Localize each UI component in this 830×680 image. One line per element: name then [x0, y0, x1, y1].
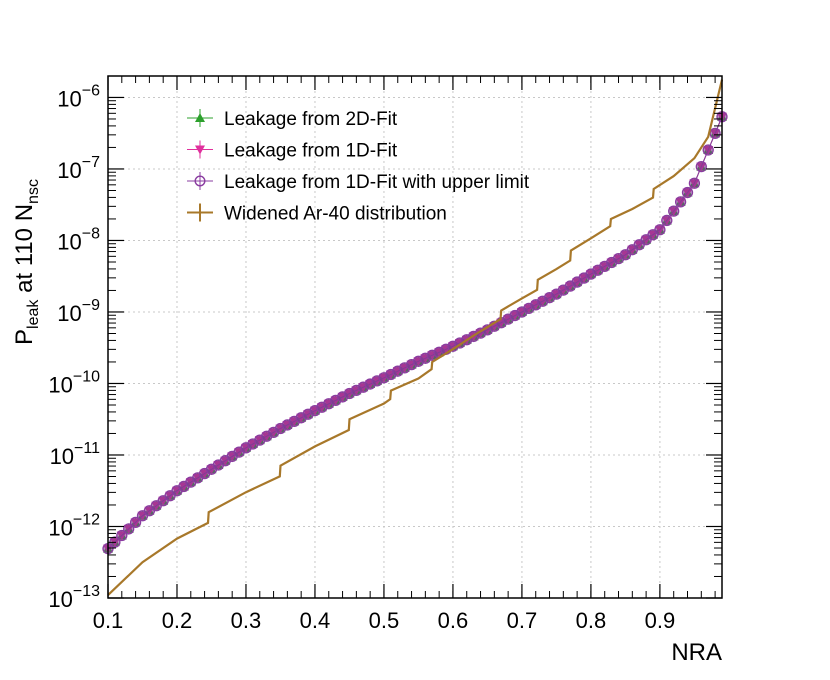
y-tick-label-exponent: −6	[82, 82, 100, 99]
y-tick-label: 10−11	[50, 440, 101, 469]
x-tick-label: 0.9	[645, 608, 676, 633]
y-tick-label: 10−10	[48, 368, 100, 397]
y-tick-label: 10−8	[57, 225, 100, 254]
legend-label: Leakage from 1D-Fit	[224, 141, 398, 162]
x-tick-label: 0.1	[93, 608, 124, 633]
y-tick-label-base: 10	[57, 86, 81, 111]
data-point	[674, 196, 687, 208]
x-tick-label: 0.3	[231, 608, 262, 633]
x-tick-label: 0.4	[300, 608, 331, 633]
data-point	[695, 160, 707, 173]
data-point	[668, 205, 680, 217]
y-tick-label: 10−12	[48, 511, 100, 540]
x-tick-label: 0.6	[438, 608, 469, 633]
y-axis-title: Pleak at 110 Nnsc	[11, 179, 42, 345]
y-tick-label-exponent: −11	[74, 440, 100, 457]
y-tick-label-base: 10	[48, 372, 72, 397]
y-tick-label-exponent: −10	[73, 368, 100, 385]
ticks: 0.1 0.2 0.3 0.4 0.5 0.6 0.7 0.8 0.910−1310−1210−…	[48, 76, 722, 633]
series-line	[107, 79, 724, 596]
y-tick-label-base: 10	[48, 587, 72, 612]
series-2	[102, 111, 728, 555]
data-point	[123, 523, 135, 535]
legend-marker	[194, 175, 206, 187]
y-tick-label-base: 10	[57, 158, 81, 183]
y-axis-title-sub1: leak	[25, 299, 42, 329]
y-tick-label-exponent: −7	[82, 154, 100, 171]
data-point	[654, 224, 666, 236]
y-axis-title-sub2: nsc	[25, 179, 42, 204]
data-point	[709, 127, 721, 140]
y-tick-label: 10−6	[57, 82, 100, 111]
data-point	[116, 529, 128, 542]
y-tick-label-base: 10	[50, 444, 74, 469]
legend: Leakage from 2D-Fit Leakage from 1D-Fit Le…	[187, 109, 530, 225]
y-tick-label-exponent: −8	[82, 225, 100, 242]
legend-label: Widened Ar-40 distribution	[224, 204, 447, 225]
y-tick-label-base: 10	[57, 229, 81, 254]
plot-frame	[107, 75, 723, 599]
y-tick-label-exponent: −12	[73, 511, 100, 528]
legend-marker	[195, 145, 205, 155]
data-point	[661, 214, 673, 227]
y-tick-label: 10−9	[57, 297, 100, 326]
x-tick-label: 0.7	[507, 608, 538, 633]
x-tick-label: 0.5	[369, 608, 400, 633]
data-point	[688, 177, 701, 189]
x-tick-label: 0.8	[576, 608, 607, 633]
data-point	[702, 144, 714, 156]
x-tick-label: 0.2	[162, 608, 193, 633]
y-tick-label-base: 10	[48, 515, 72, 540]
legend-entry: Leakage from 1D-Fit	[187, 140, 398, 162]
legend-label: Leakage from 1D-Fit with upper limit	[224, 172, 530, 193]
y-axis-title-base: P	[11, 329, 38, 345]
y-axis-title-mid: at 110 N	[11, 204, 38, 300]
legend-entry: Leakage from 2D-Fit	[187, 109, 398, 130]
data-point	[129, 516, 142, 528]
data-point	[681, 186, 694, 199]
series-layer	[102, 79, 728, 596]
y-tick-label-exponent: −9	[82, 297, 100, 314]
grid	[108, 76, 722, 598]
legend-marker	[195, 113, 205, 122]
legend-marker	[191, 203, 209, 222]
legend-entry: Widened Ar-40 distribution	[187, 203, 447, 225]
series-3	[107, 79, 724, 596]
y-tick-label-base: 10	[57, 301, 81, 326]
y-tick-label: 10−13	[48, 583, 100, 612]
legend-entry: Leakage from 1D-Fit with upper limit	[187, 172, 530, 193]
legend-label: Leakage from 2D-Fit	[224, 109, 398, 130]
y-tick-label-exponent: −13	[73, 583, 100, 600]
y-tick-label: 10−7	[57, 154, 100, 183]
x-axis-title: NRA	[671, 639, 722, 666]
